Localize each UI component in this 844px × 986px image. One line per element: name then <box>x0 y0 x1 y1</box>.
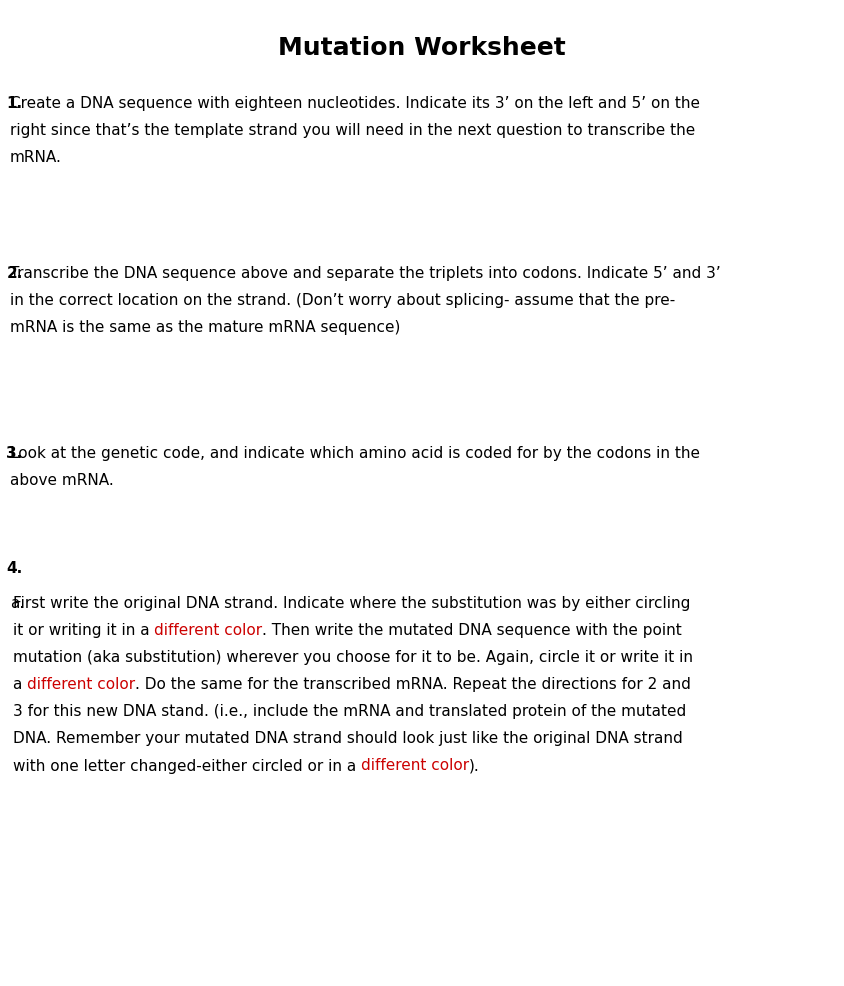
Text: it or writing it in a: it or writing it in a <box>13 623 154 638</box>
Text: mRNA is the same as the mature mRNA sequence): mRNA is the same as the mature mRNA sequ… <box>10 320 400 335</box>
Text: . Do the same for the transcribed mRNA. Repeat the directions for 2 and: . Do the same for the transcribed mRNA. … <box>135 677 691 692</box>
Text: right since that’s the template strand you will need in the next question to tra: right since that’s the template strand y… <box>10 123 695 138</box>
Text: ).: ). <box>469 758 479 773</box>
Text: a.: a. <box>10 596 24 611</box>
Text: different color: different color <box>154 623 262 638</box>
Text: . Then write the mutated DNA sequence with the point: . Then write the mutated DNA sequence wi… <box>262 623 682 638</box>
Text: mRNA.: mRNA. <box>10 150 62 166</box>
Text: 2.: 2. <box>6 266 23 281</box>
Text: Create a DNA sequence with eighteen nucleotides. Indicate its 3’ on the left and: Create a DNA sequence with eighteen nucl… <box>10 96 700 111</box>
Text: mutation (aka substitution) wherever you choose for it to be. Again, circle it o: mutation (aka substitution) wherever you… <box>13 650 693 666</box>
Text: 3 for this new DNA stand. (i.e., include the mRNA and translated protein of the : 3 for this new DNA stand. (i.e., include… <box>13 704 686 720</box>
Text: a: a <box>13 677 27 692</box>
Text: in the correct location on the strand. (Don’t worry about splicing- assume that : in the correct location on the strand. (… <box>10 293 675 308</box>
Text: DNA. Remember your mutated DNA strand should look just like the original DNA str: DNA. Remember your mutated DNA strand sh… <box>13 732 683 746</box>
Text: Look at the genetic code, and indicate which amino acid is coded for by the codo: Look at the genetic code, and indicate w… <box>10 446 700 461</box>
Text: 4.: 4. <box>6 561 23 576</box>
Text: with one letter changed-either circled or in a: with one letter changed-either circled o… <box>13 758 361 773</box>
Text: First write the original DNA strand. Indicate where the substitution was by eith: First write the original DNA strand. Ind… <box>13 596 690 611</box>
Text: above mRNA.: above mRNA. <box>10 473 114 488</box>
Text: different color: different color <box>27 677 135 692</box>
Text: 3.: 3. <box>6 446 23 461</box>
Text: 1.: 1. <box>6 96 23 111</box>
Text: Transcribe the DNA sequence above and separate the triplets into codons. Indicat: Transcribe the DNA sequence above and se… <box>10 266 721 281</box>
Text: Mutation Worksheet: Mutation Worksheet <box>279 36 565 60</box>
Text: different color: different color <box>361 758 469 773</box>
